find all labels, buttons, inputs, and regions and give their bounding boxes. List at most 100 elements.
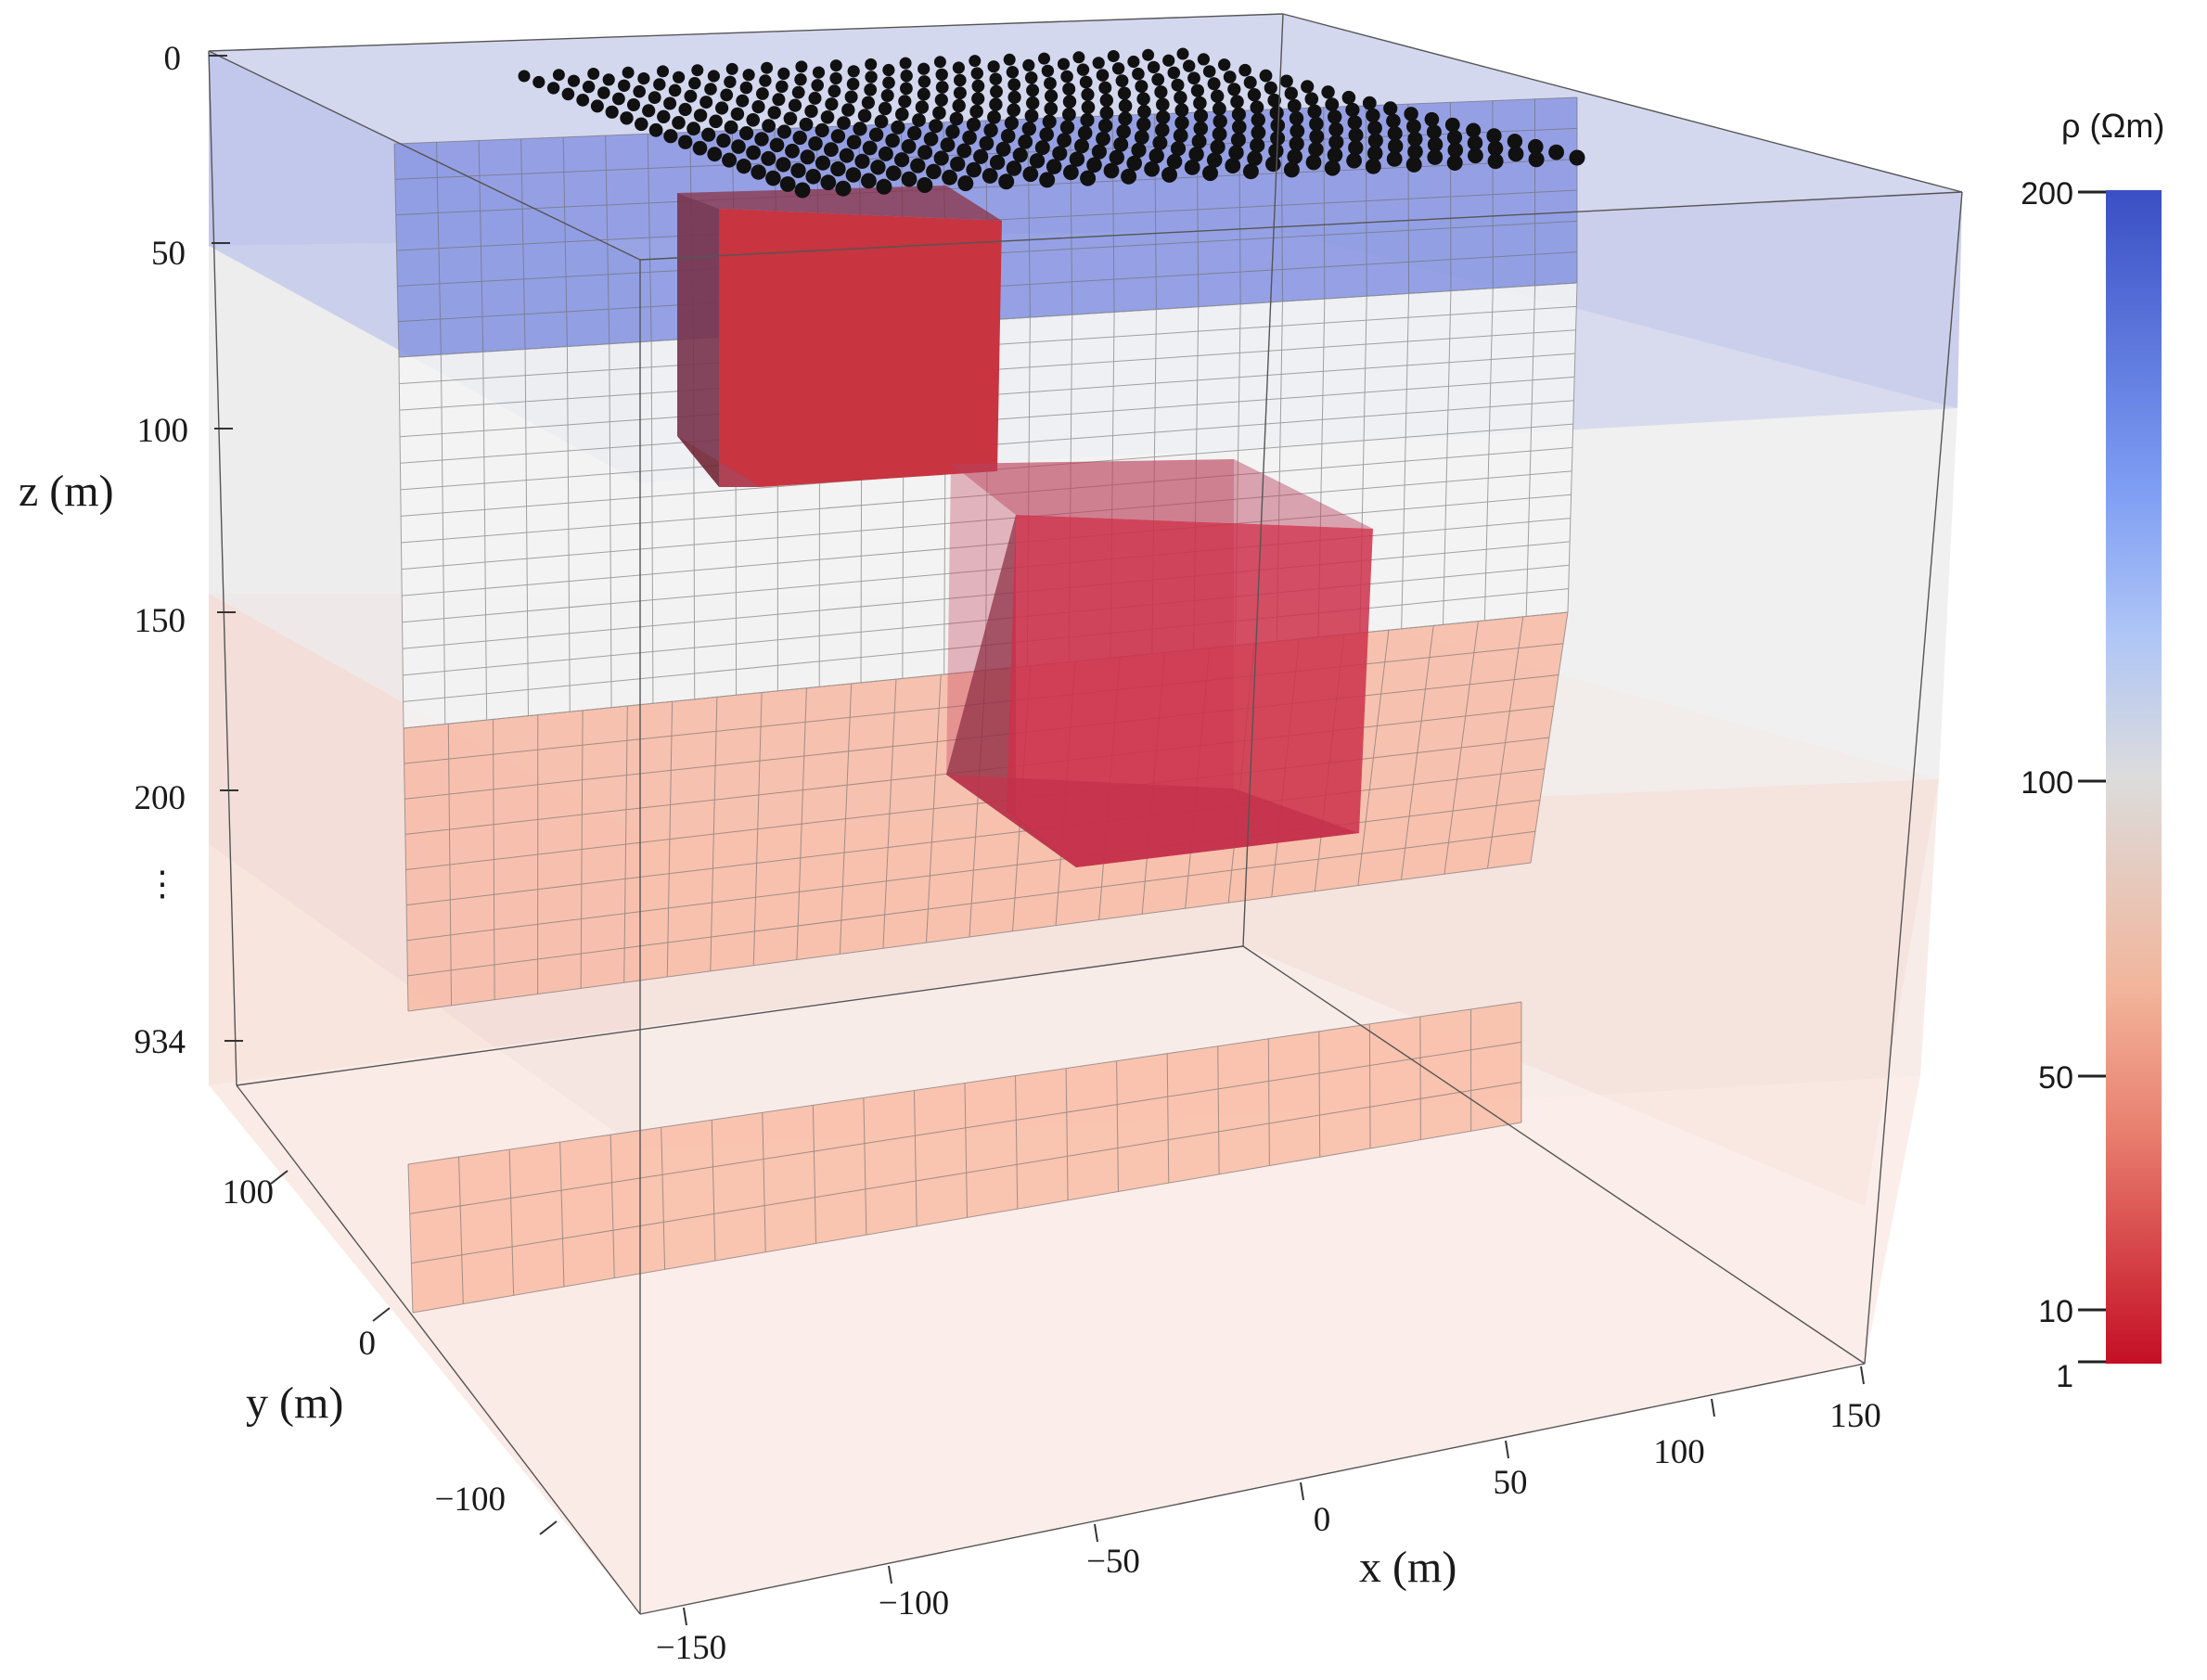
x-tick-minus50: −50 (1086, 1543, 1140, 1581)
electrode (949, 156, 966, 172)
electrode (952, 98, 966, 113)
electrode (1136, 92, 1150, 106)
electrode (1099, 93, 1114, 108)
electrode (878, 101, 892, 116)
electrode (657, 65, 669, 78)
electrode (1029, 153, 1046, 169)
electrode (1062, 95, 1077, 109)
mesh-line (407, 830, 1536, 977)
electrode (1328, 135, 1344, 150)
block-deep-bottom (946, 775, 1359, 867)
electrode (622, 66, 635, 79)
electrode (576, 94, 590, 107)
electrode (1007, 78, 1021, 92)
electrode (648, 91, 661, 104)
mesh-line (407, 1001, 1522, 1165)
mesh-line (1368, 1023, 1371, 1148)
electrode (672, 116, 686, 130)
electrode (783, 111, 798, 126)
electrode (847, 65, 860, 78)
z-axis: 0 50 100 150 200 ⋮ 934 z (m) (19, 40, 243, 1061)
electrode (853, 122, 867, 136)
electrode (790, 162, 806, 178)
x-axis: −150 −100 −50 0 50 100 150 x (m) (656, 1366, 1881, 1667)
mesh-line (402, 541, 1571, 649)
electrode (736, 94, 750, 108)
mesh-line (1267, 1038, 1270, 1166)
electrode (754, 132, 769, 147)
x-tick-100: 100 (1653, 1433, 1705, 1471)
electrode (602, 73, 615, 86)
z-tick-100: 100 (137, 412, 189, 450)
electrode (998, 173, 1015, 190)
electrode (776, 124, 792, 139)
electrode (1367, 121, 1382, 135)
electrode (882, 63, 895, 77)
electrode (1173, 128, 1188, 144)
electrode (1569, 149, 1585, 166)
x-tick-50: 50 (1494, 1464, 1528, 1502)
box-edges (208, 13, 1963, 1615)
electrode (761, 61, 774, 74)
electrode (804, 104, 818, 119)
block-shallow-top (677, 186, 1002, 221)
electrode (663, 129, 678, 144)
electrode (1006, 160, 1022, 176)
electrode (776, 80, 789, 94)
electrode (815, 122, 829, 138)
x-tick-minus100: −100 (879, 1584, 949, 1622)
electrode (1137, 104, 1151, 119)
mesh-line (1015, 1075, 1019, 1210)
electrode (1098, 81, 1112, 95)
electrode (1223, 71, 1237, 83)
electrode (1107, 50, 1120, 62)
electrode (1004, 116, 1019, 131)
electrode (1307, 104, 1322, 119)
electrode (1044, 101, 1059, 116)
z-tick-934: 934 (135, 1023, 186, 1061)
electrode (1115, 74, 1129, 87)
electrode (1265, 156, 1281, 173)
electrode (1347, 115, 1363, 130)
electrode (1328, 109, 1342, 124)
electrode (966, 161, 982, 178)
electrode (1426, 124, 1442, 140)
electrode (794, 182, 811, 199)
colorbar: ρ (Ωm) 200 100 50 10 1 (2021, 107, 2164, 1394)
electrode (1132, 67, 1145, 81)
mesh-line (812, 1105, 817, 1244)
electrode (1156, 109, 1171, 124)
electrode (895, 107, 909, 122)
electrode (1057, 58, 1071, 71)
electrode (839, 147, 854, 163)
electrode (954, 73, 967, 87)
electrode (794, 73, 807, 86)
electrode (561, 87, 575, 101)
electrode (983, 122, 998, 138)
x-tick-0: 0 (1314, 1501, 1331, 1539)
electrode (1468, 147, 1483, 164)
electrode (1287, 98, 1302, 113)
electrode (865, 71, 878, 83)
block-deep-top (951, 459, 1373, 529)
electrode (668, 83, 682, 97)
electrode (901, 139, 917, 154)
electrode (1076, 63, 1090, 76)
electrode (1174, 103, 1189, 118)
electrode (934, 93, 948, 107)
electrode (891, 120, 905, 135)
electrode (1213, 101, 1226, 116)
electrode (1155, 122, 1170, 137)
electrode (1166, 153, 1183, 170)
electrode (1045, 89, 1059, 103)
electrode (1247, 150, 1263, 166)
electrode (907, 125, 922, 141)
mesh-line (863, 1097, 867, 1236)
electrode (1193, 96, 1207, 110)
electrode (1176, 47, 1189, 60)
mesh-line (402, 494, 1572, 596)
electrode (989, 154, 1006, 171)
electrode (1250, 137, 1265, 153)
electrode (1121, 168, 1137, 185)
